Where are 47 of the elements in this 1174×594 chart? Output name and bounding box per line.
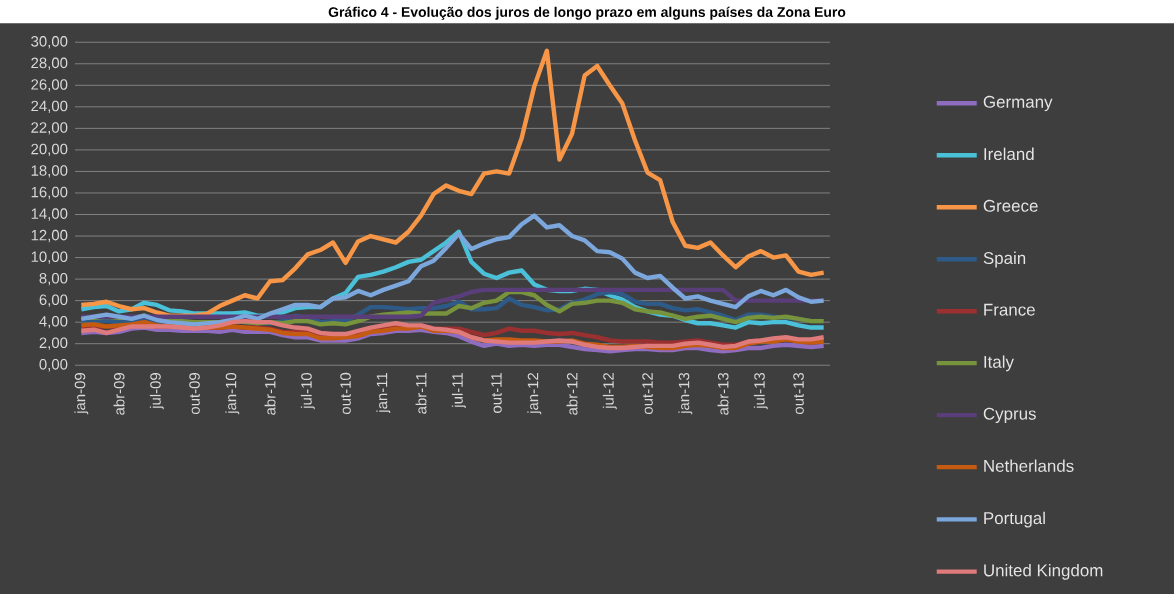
- x-tick-label: out-09: [189, 372, 200, 414]
- y-tick-label: 6,00: [39, 294, 68, 307]
- x-tick-label: jan-13: [678, 372, 693, 415]
- y-tick-label: 10,00: [31, 251, 68, 264]
- x-tick-label: jul-09: [149, 372, 164, 410]
- y-tick-label: 20,00: [31, 143, 68, 156]
- legend-label: Portugal: [984, 511, 1045, 528]
- y-tick-label: 16,00: [31, 186, 68, 200]
- x-tick-label: abr-12: [566, 372, 578, 415]
- legend-label: Germany: [983, 95, 1053, 112]
- x-tick-label: jul-13: [753, 372, 768, 410]
- legend-label: Ireland: [984, 147, 1034, 160]
- legend-label: United Kingdom: [984, 563, 1103, 580]
- x-tick-label: jan-12: [527, 372, 542, 415]
- legend-label: Greece: [983, 199, 1038, 212]
- y-tick-label: 18,00: [31, 165, 68, 178]
- x-tick-label: jan-09: [74, 372, 89, 415]
- y-tick-label: 22,00: [31, 122, 68, 135]
- y-tick-label: 28,00: [31, 57, 68, 70]
- x-tick-label: abr-10: [264, 372, 276, 415]
- y-tick-label: 0,00: [39, 358, 68, 372]
- x-tick-label: jul-12: [602, 372, 617, 410]
- x-tick-label: out-13: [793, 372, 804, 414]
- y-tick-label: 8,00: [39, 272, 68, 286]
- legend-label: Cyprus: [983, 407, 1036, 423]
- legend-label: Spain: [983, 251, 1026, 268]
- legend-label: Netherlands: [984, 459, 1074, 472]
- chart-title: Gráfico 4 - Evolução dos juros de longo prazo em alguns países da Zona Euro: [328, 6, 846, 20]
- x-tick-label: abr-13: [717, 372, 729, 415]
- x-tick-label: out-11: [491, 372, 502, 413]
- y-tick-label: 24,00: [31, 100, 68, 113]
- x-tick-label: jul-10: [300, 372, 315, 410]
- x-tick-label: jul-11: [451, 372, 466, 408]
- x-tick-label: abr-09: [113, 372, 125, 415]
- x-tick-label: out-12: [642, 372, 653, 414]
- x-tick-label: jan-11: [376, 372, 391, 413]
- y-tick-label: 14,00: [31, 208, 68, 221]
- legend-label: Italy: [984, 355, 1014, 372]
- x-tick-label: abr-11: [415, 372, 427, 414]
- x-tick-label: out-10: [340, 372, 351, 414]
- y-tick-label: 12,00: [31, 229, 68, 243]
- y-tick-label: 26,00: [31, 79, 68, 92]
- x-tick-label: jan-10: [225, 372, 240, 415]
- y-tick-label: 30,00: [31, 35, 68, 49]
- legend-label: France: [984, 303, 1035, 316]
- y-tick-label: 2,00: [39, 337, 68, 350]
- y-tick-label: 4,00: [39, 315, 68, 329]
